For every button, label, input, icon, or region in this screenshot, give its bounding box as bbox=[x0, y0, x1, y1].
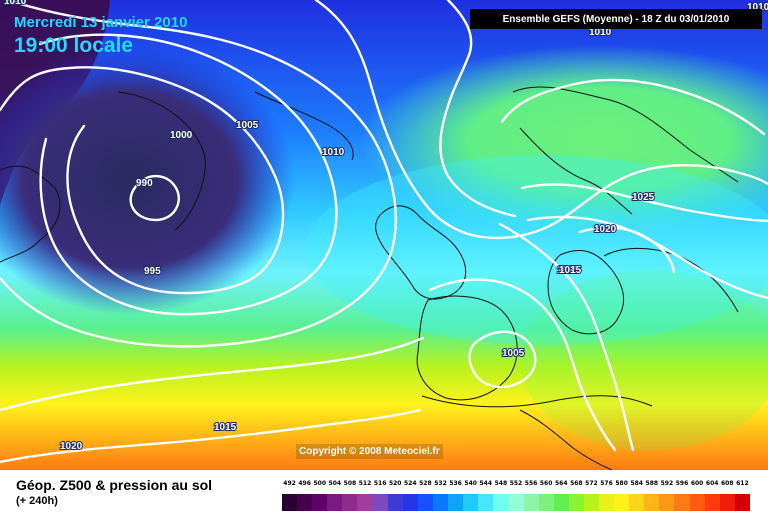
legend-value: 604 bbox=[705, 480, 719, 487]
legend-color-cell bbox=[417, 494, 433, 511]
model-run-text: Ensemble GEFS (Moyenne) - 18 Z du 03/01/… bbox=[502, 13, 730, 25]
legend-color-cell bbox=[674, 494, 690, 511]
weather-map: 1010 1010 1010 990 1000 1005 1010 995 10… bbox=[0, 0, 768, 470]
legend-value: 592 bbox=[660, 480, 674, 487]
legend-value: 536 bbox=[449, 480, 462, 487]
legend-value: 512 bbox=[358, 480, 372, 487]
legend-color-cell bbox=[327, 494, 343, 511]
legend-value: 600 bbox=[690, 480, 704, 487]
legend-color-cell bbox=[372, 494, 388, 511]
legend-value: 544 bbox=[479, 480, 493, 487]
legend-value: 608 bbox=[721, 480, 734, 487]
legend-color-cell bbox=[583, 494, 599, 511]
isobar-label: 1010 bbox=[589, 27, 612, 38]
legend-color-cell bbox=[719, 494, 735, 511]
legend-color-cell bbox=[387, 494, 403, 511]
legend-color-cell bbox=[448, 494, 464, 511]
legend-color-cell bbox=[478, 494, 494, 511]
legend-color-cell bbox=[689, 494, 705, 511]
isobar-label: 995 bbox=[144, 266, 161, 277]
isobar-label: 1005 bbox=[502, 348, 525, 359]
isobar-label: 1025 bbox=[632, 192, 655, 203]
legend-color-bar bbox=[282, 494, 750, 511]
low-core-field bbox=[0, 45, 295, 315]
isobar-label: 1000 bbox=[170, 130, 193, 141]
legend-value: 552 bbox=[509, 480, 523, 487]
map-canvas: 1010 1010 1010 990 1000 1005 1010 995 10… bbox=[0, 0, 768, 470]
isobar-label: 1015 bbox=[557, 265, 580, 276]
legend-value: 612 bbox=[736, 480, 749, 487]
legend-color-cell bbox=[297, 494, 313, 511]
legend-color-cell bbox=[659, 494, 675, 511]
legend-color-cell bbox=[644, 494, 660, 511]
legend-value: 584 bbox=[630, 480, 643, 487]
legend-color-cell bbox=[432, 494, 449, 511]
isobar-labels: 1010 1010 1010 990 1000 1005 1010 995 10… bbox=[3, 0, 768, 453]
isobar-label: 990 bbox=[136, 178, 153, 189]
isobar-label: 1010 bbox=[322, 147, 345, 158]
forecast-date: Mercredi 13 janvier 2010 bbox=[14, 14, 188, 31]
legend-color-cell bbox=[493, 494, 509, 511]
isobar-label: 1010 bbox=[4, 0, 27, 7]
legend-value: 572 bbox=[585, 480, 598, 487]
legend-value: 492 bbox=[283, 480, 296, 487]
legend-value: 496 bbox=[298, 480, 311, 487]
legend-value: 556 bbox=[524, 480, 538, 487]
legend-color-cell bbox=[598, 494, 615, 511]
legend-value: 564 bbox=[554, 480, 568, 487]
legend-value: 516 bbox=[373, 480, 387, 487]
legend-value: 504 bbox=[328, 480, 342, 487]
map-footer: Géop. Z500 & pression au sol (+ 240h) 49… bbox=[0, 470, 768, 512]
legend-color-cell bbox=[553, 494, 569, 511]
legend-color-cell bbox=[704, 494, 720, 511]
legend-scale: 492 496 500 504 508 512 516 520 524 528 … bbox=[282, 478, 750, 512]
map-title: Géop. Z500 & pression au sol bbox=[16, 477, 213, 493]
isobars bbox=[0, 0, 768, 462]
legend-value: 540 bbox=[464, 480, 477, 487]
legend-color-cell bbox=[734, 494, 750, 511]
legend-value: 548 bbox=[494, 480, 508, 487]
isobar-label: 1020 bbox=[60, 441, 83, 452]
legend-value: 560 bbox=[539, 480, 553, 487]
isobar-label: 1005 bbox=[236, 120, 259, 131]
model-run-box: Ensemble GEFS (Moyenne) - 18 Z du 03/01/… bbox=[470, 9, 762, 29]
legend-color-cell bbox=[523, 494, 539, 511]
legend-value: 524 bbox=[404, 480, 417, 487]
legend-color-cell bbox=[282, 494, 298, 511]
legend-value: 520 bbox=[388, 480, 402, 487]
legend-color-cell bbox=[614, 494, 630, 511]
forecast-time: 19:00 locale bbox=[14, 34, 134, 57]
high-core-field bbox=[360, 45, 768, 235]
southern-field bbox=[520, 270, 768, 450]
legend-value: 508 bbox=[343, 480, 357, 487]
legend-color-cell bbox=[342, 494, 358, 511]
legend-color-cell bbox=[357, 494, 373, 511]
isobar-label: 1020 bbox=[594, 224, 617, 235]
isobar-label: 1015 bbox=[214, 422, 237, 433]
legend-value: 528 bbox=[419, 480, 432, 487]
legend-color-cell bbox=[568, 494, 584, 511]
legend-value: 596 bbox=[675, 480, 689, 487]
legend-color-cell bbox=[463, 494, 479, 511]
copyright-text: Copyright © 2008 Meteociel.fr bbox=[296, 444, 443, 459]
legend-value: 588 bbox=[645, 480, 659, 487]
legend-value: 500 bbox=[313, 480, 326, 487]
legend-value: 568 bbox=[570, 480, 583, 487]
legend-value: 532 bbox=[434, 480, 447, 487]
legend-color-cell bbox=[538, 494, 554, 511]
legend-labels: 492 496 500 504 508 512 516 520 524 528 … bbox=[282, 478, 750, 490]
map-subtitle: (+ 240h) bbox=[16, 495, 58, 507]
legend-value: 576 bbox=[600, 480, 613, 487]
legend-color-cell bbox=[312, 494, 328, 511]
isobar-label: 1015 bbox=[559, 265, 582, 276]
legend-color-cell bbox=[508, 494, 524, 511]
legend-color-cell bbox=[629, 494, 645, 511]
legend-value: 580 bbox=[615, 480, 628, 487]
legend-color-cell bbox=[402, 494, 418, 511]
